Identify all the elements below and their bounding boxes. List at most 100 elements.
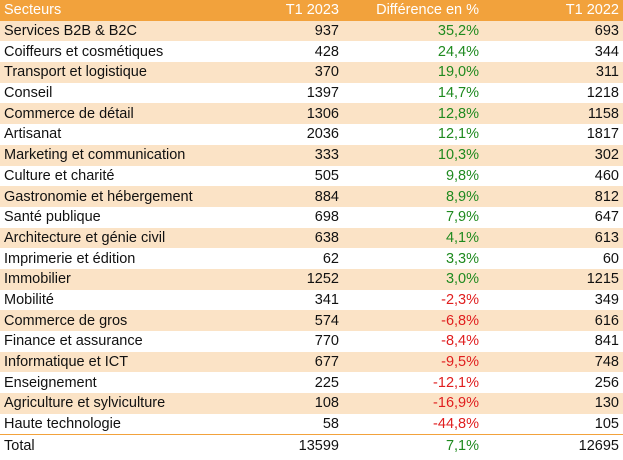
sector-cell: Services B2B & B2C: [0, 20, 214, 42]
header-t1-2023: T1 2023: [214, 0, 343, 21]
diff-cell: -12,1%: [343, 372, 483, 394]
table-row: Architecture et génie civil 638 4,1% 613: [0, 227, 623, 249]
t1-2022-cell: 302: [483, 144, 623, 166]
t1-2022-cell: 105: [483, 413, 623, 435]
table-row: Santé publique 698 7,9% 647: [0, 206, 623, 228]
diff-cell: 19,0%: [343, 62, 483, 83]
t1-2023-cell: 937: [214, 20, 343, 42]
diff-cell: -9,5%: [343, 351, 483, 373]
t1-2022-cell: 460: [483, 165, 623, 187]
t1-2022-cell: 616: [483, 310, 623, 331]
table-header: Secteurs T1 2023 Différence en % T1 2022: [0, 0, 623, 21]
diff-cell: -8,4%: [343, 331, 483, 352]
diff-cell: -6,8%: [343, 310, 483, 331]
sector-cell: Finance et assurance: [0, 331, 214, 352]
sector-cell: Gastronomie et hébergement: [0, 186, 214, 207]
t1-2023-cell: 1397: [214, 82, 343, 104]
t1-2023-cell: 333: [214, 144, 343, 166]
table-row: Coiffeurs et cosmétiques 428 24,4% 344: [0, 41, 623, 63]
diff-cell: 3,0%: [343, 268, 483, 290]
t1-2023-cell: 884: [214, 186, 343, 207]
table-row: Transport et logistique 370 19,0% 311: [0, 62, 623, 83]
t1-2022-cell: 647: [483, 206, 623, 228]
table-row: Imprimerie et édition 62 3,3% 60: [0, 248, 623, 269]
table-row: Gastronomie et hébergement 884 8,9% 812: [0, 186, 623, 207]
t1-2022-cell: 60: [483, 248, 623, 269]
t1-2023-cell: 62: [214, 248, 343, 269]
table-row: Commerce de détail 1306 12,8% 1158: [0, 103, 623, 125]
t1-2022-cell: 841: [483, 331, 623, 352]
sector-cell: Agriculture et sylviculture: [0, 393, 214, 414]
diff-cell: -16,9%: [343, 393, 483, 414]
table-footer: Total 13599 7,1% 12695: [0, 434, 623, 457]
diff-cell: 9,8%: [343, 165, 483, 187]
table-row: Agriculture et sylviculture 108 -16,9% 130: [0, 393, 623, 414]
t1-2023-cell: 505: [214, 165, 343, 187]
table-row: Commerce de gros 574 -6,8% 616: [0, 310, 623, 331]
header-row: Secteurs T1 2023 Différence en % T1 2022: [0, 0, 623, 21]
diff-cell: -2,3%: [343, 289, 483, 311]
table-row: Immobilier 1252 3,0% 1215: [0, 268, 623, 290]
t1-2022-cell: 1817: [483, 124, 623, 145]
diff-cell: -44,8%: [343, 413, 483, 435]
sector-cell: Mobilité: [0, 289, 214, 311]
t1-2022-cell: 344: [483, 41, 623, 63]
t1-2023-cell: 770: [214, 331, 343, 352]
t1-2022-cell: 1158: [483, 103, 623, 125]
table-row: Mobilité 341 -2,3% 349: [0, 289, 623, 311]
t1-2023-cell: 2036: [214, 124, 343, 145]
sector-cell: Haute technologie: [0, 413, 214, 435]
table-body: Services B2B & B2C 937 35,2% 693 Coiffeurs e…: [0, 20, 623, 435]
sector-cell: Commerce de gros: [0, 310, 214, 331]
table-row: Services B2B & B2C 937 35,2% 693: [0, 20, 623, 42]
sector-cell: Immobilier: [0, 268, 214, 290]
sector-cell: Marketing et communication: [0, 144, 214, 166]
t1-2022-cell: 1218: [483, 82, 623, 104]
table-row: Marketing et communication 333 10,3% 302: [0, 144, 623, 166]
t1-2022-cell: 1215: [483, 268, 623, 290]
diff-cell: 14,7%: [343, 82, 483, 104]
sector-cell: Conseil: [0, 82, 214, 104]
sector-cell: Commerce de détail: [0, 103, 214, 125]
header-diff: Différence en %: [343, 0, 483, 21]
total-label: Total: [0, 434, 214, 457]
t1-2023-cell: 1252: [214, 268, 343, 290]
diff-cell: 12,8%: [343, 103, 483, 125]
diff-cell: 7,9%: [343, 206, 483, 228]
sector-cell: Informatique et ICT: [0, 351, 214, 373]
sector-cell: Coiffeurs et cosmétiques: [0, 41, 214, 63]
t1-2023-cell: 1306: [214, 103, 343, 125]
sector-cell: Culture et charité: [0, 165, 214, 187]
table-row: Conseil 1397 14,7% 1218: [0, 82, 623, 104]
sector-cell: Architecture et génie civil: [0, 227, 214, 249]
t1-2023-cell: 58: [214, 413, 343, 435]
t1-2022-cell: 311: [483, 62, 623, 83]
t1-2022-cell: 748: [483, 351, 623, 373]
t1-2023-cell: 108: [214, 393, 343, 414]
table-row: Artisanat 2036 12,1% 1817: [0, 124, 623, 145]
table-row: Haute technologie 58 -44,8% 105: [0, 413, 623, 435]
sector-cell: Transport et logistique: [0, 62, 214, 83]
total-t1-2022: 12695: [483, 434, 623, 457]
table-row: Enseignement 225 -12,1% 256: [0, 372, 623, 394]
t1-2023-cell: 574: [214, 310, 343, 331]
t1-2022-cell: 613: [483, 227, 623, 249]
t1-2023-cell: 370: [214, 62, 343, 83]
t1-2023-cell: 225: [214, 372, 343, 394]
header-sector: Secteurs: [0, 0, 214, 21]
diff-cell: 24,4%: [343, 41, 483, 63]
t1-2022-cell: 812: [483, 186, 623, 207]
sector-cell: Santé publique: [0, 206, 214, 228]
t1-2023-cell: 638: [214, 227, 343, 249]
diff-cell: 12,1%: [343, 124, 483, 145]
t1-2023-cell: 341: [214, 289, 343, 311]
t1-2023-cell: 698: [214, 206, 343, 228]
diff-cell: 3,3%: [343, 248, 483, 269]
diff-cell: 8,9%: [343, 186, 483, 207]
sector-cell: Imprimerie et édition: [0, 248, 214, 269]
total-diff: 7,1%: [343, 434, 483, 457]
diff-cell: 4,1%: [343, 227, 483, 249]
table-row: Finance et assurance 770 -8,4% 841: [0, 331, 623, 352]
header-t1-2022: T1 2022: [483, 0, 623, 21]
